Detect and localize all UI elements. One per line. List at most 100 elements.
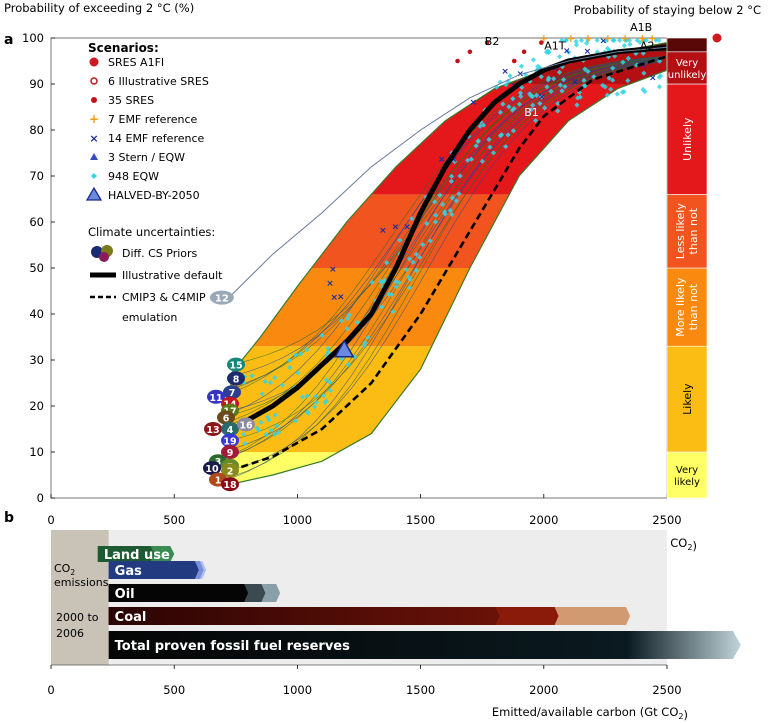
- eqw-point: [608, 86, 614, 92]
- prior-label: 19: [223, 437, 236, 448]
- eqw-point: [619, 89, 626, 95]
- prior-label: 16: [239, 420, 253, 431]
- legend-marker-emf7: +: [89, 112, 99, 126]
- eqw-point: [473, 143, 479, 149]
- likelihood-label: Very: [676, 465, 698, 476]
- eqw-point: [640, 86, 646, 93]
- eqw-point: [417, 254, 423, 260]
- emf-point: ×: [571, 78, 579, 88]
- likelihood-label: than not: [687, 207, 700, 254]
- eqw-point: [268, 380, 274, 386]
- eqw-point: [344, 316, 351, 322]
- eqw-point: [620, 59, 626, 65]
- prior-label: 18: [223, 480, 237, 491]
- eqw-point: [594, 37, 600, 43]
- prior-label: 15: [229, 361, 242, 372]
- y-axis-title: Probability of exceeding 2 °C (%): [4, 1, 194, 15]
- eqw-point: [604, 92, 610, 98]
- emf-point: ×: [563, 47, 571, 57]
- prior-label-badge: [221, 477, 239, 492]
- label-part: CO: [54, 562, 71, 575]
- y-axis-right-title: Probability of staying below 2 °C: [574, 3, 761, 17]
- eqw-point: [328, 387, 334, 394]
- eqw-point: [274, 423, 280, 429]
- eqw-point: [448, 173, 455, 179]
- eqw-point: [304, 347, 310, 353]
- y-tick-label: 20: [29, 399, 44, 413]
- emf-point: ×: [330, 293, 338, 303]
- eqw-point: [625, 78, 631, 84]
- x-tick-label-b: 0: [47, 683, 54, 697]
- legend-scenario-entry: 948 EQW: [108, 170, 159, 183]
- eqw-point: [293, 418, 299, 424]
- eqw-point: [640, 37, 646, 43]
- prior-curve: [230, 60, 663, 441]
- eqw-point: [427, 238, 433, 244]
- y-tick-label: 30: [29, 353, 44, 367]
- eqw-point: [413, 251, 419, 257]
- bar-oil: Oil: [108, 584, 281, 602]
- sres-point: [455, 58, 460, 64]
- eqw-point: [272, 412, 279, 418]
- eqw-point: [505, 132, 511, 138]
- eqw-point: [413, 268, 419, 274]
- envelope-outline: [230, 38, 668, 485]
- eqw-point: [287, 365, 293, 371]
- eqw-point: [505, 78, 511, 84]
- prior-curve: [230, 56, 663, 394]
- y-tick-label: 0: [37, 491, 44, 505]
- eqw-point: [634, 37, 640, 43]
- x-axis-title-b: Emitted/available carbon (Gt CO2): [492, 705, 688, 722]
- eqw-point: [313, 393, 319, 399]
- likelihood-bar-segment: [666, 51, 708, 85]
- bar-coal: Coal: [108, 607, 631, 625]
- eqw-point: [379, 304, 385, 310]
- eqw-point: [625, 55, 631, 61]
- emf-point: ×: [552, 63, 560, 73]
- bar-label: Gas: [115, 564, 142, 579]
- eqw-point: [585, 37, 591, 43]
- eqw-point: [559, 37, 565, 43]
- eqw-point: [279, 382, 285, 388]
- eqw-point: [468, 156, 474, 162]
- eqw-point: [352, 354, 358, 360]
- eqw-point: [432, 199, 438, 205]
- eqw-point: [626, 37, 633, 43]
- eqw-point: [453, 198, 459, 204]
- eqw-point: [566, 49, 572, 55]
- bar-label: Land use: [104, 548, 170, 563]
- likelihood-bar-segment: [666, 83, 708, 195]
- eqw-point: [530, 102, 536, 108]
- eqw-point: [506, 104, 512, 110]
- prior-label-badge: [221, 445, 239, 459]
- eqw-point: [653, 37, 659, 43]
- eqw-point: [559, 88, 565, 94]
- eqw-point: [295, 370, 301, 376]
- series-cmip3-c4mip-emulation: [230, 55, 668, 472]
- eqw-point: [393, 284, 399, 290]
- eqw-point: [268, 427, 274, 433]
- y-tick-label: 60: [29, 215, 44, 229]
- prior-curve: [230, 57, 663, 389]
- sres-label: A1T: [544, 40, 566, 53]
- label-part: ): [693, 539, 698, 553]
- prior-label-12: 12: [215, 294, 229, 305]
- emf-reference-point: +: [648, 32, 657, 45]
- x-tick-label: 500: [163, 513, 185, 527]
- bar-segment: [97, 546, 155, 562]
- legend-scenario-entry: SRES A1FI: [108, 56, 164, 69]
- eqw-point: [449, 211, 455, 218]
- eqw-point: [545, 77, 551, 83]
- x-tick-label: 1500: [406, 513, 435, 527]
- eqw-point: [494, 84, 500, 90]
- eqw-point: [510, 96, 516, 102]
- eqw-point: [490, 150, 497, 156]
- eqw-point: [621, 43, 627, 49]
- eqw-point: [497, 109, 503, 115]
- eqw-point: [276, 429, 282, 435]
- eqw-point: [516, 101, 523, 107]
- eqw-point: [456, 191, 462, 197]
- likelihood-bar-segment: [666, 451, 708, 499]
- y-tick-label: 70: [29, 169, 44, 183]
- eqw-point: [517, 90, 524, 96]
